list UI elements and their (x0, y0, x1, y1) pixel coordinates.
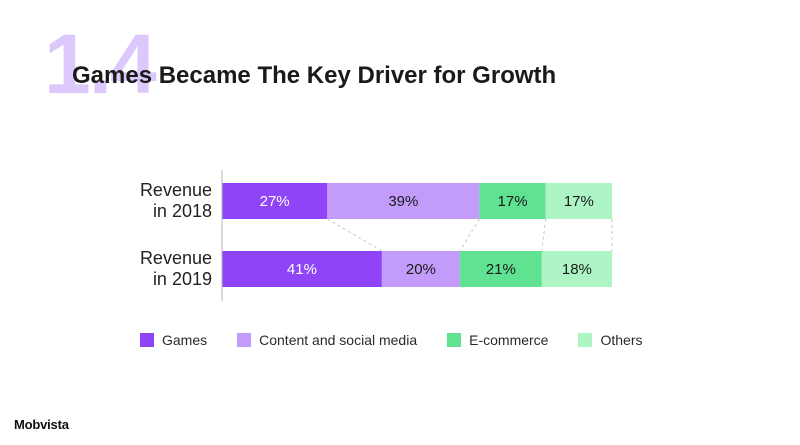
bar-others-2018 (545, 183, 612, 219)
legend-label-ecommerce: E-commerce (469, 332, 549, 348)
category-label-2019-line1: Revenue (140, 248, 212, 268)
slide-title: Games Became The Key Driver for Growth (72, 62, 557, 89)
category-label-2019-line2: in 2019 (153, 269, 212, 289)
bar-games-2018 (222, 183, 328, 219)
data-label-games-2018: 27% (260, 193, 290, 210)
category-label-2018-line1: Revenue (140, 180, 212, 200)
category-label-2018-line2: in 2018 (153, 201, 212, 221)
bar-others-2019 (541, 251, 612, 287)
data-label-ecommerce-2019: 21% (486, 261, 516, 278)
mobvista-logo: Mobvista (14, 417, 69, 432)
connector-line (327, 218, 383, 252)
legend-swatch-content-social (237, 333, 252, 347)
legend-item-content-social: Content and social media (237, 332, 417, 348)
bar-content-social-2018 (327, 183, 480, 219)
data-label-others-2018: 17% (564, 193, 594, 210)
data-label-games-2019: 41% (287, 261, 317, 278)
legend-swatch-games (140, 333, 154, 347)
bar-content-social-2019 (381, 251, 460, 287)
legend-label-games: Games (162, 332, 208, 348)
section-number: 1.4 (44, 17, 157, 111)
data-label-ecommerce-2018: 17% (498, 193, 528, 210)
data-label-content-social-2019: 20% (406, 261, 436, 278)
bar-ecommerce-2019 (459, 251, 542, 287)
bar-games-2019 (222, 251, 382, 287)
legend-label-others: Others (600, 332, 643, 348)
connector-line (459, 218, 480, 252)
chart-legend: Games Content and social media E-commerc… (140, 332, 673, 348)
bar-ecommerce-2018 (479, 183, 546, 219)
legend-swatch-others (578, 333, 593, 347)
legend-label-content-social: Content and social media (259, 332, 418, 348)
data-label-others-2019: 18% (562, 261, 592, 278)
connector-line (541, 218, 547, 252)
legend-item-games: Games (140, 332, 207, 348)
legend-swatch-ecommerce (447, 333, 462, 347)
legend-item-ecommerce: E-commerce (447, 332, 548, 348)
legend-item-others: Others (578, 332, 643, 348)
data-label-content-social-2018: 39% (388, 193, 418, 210)
